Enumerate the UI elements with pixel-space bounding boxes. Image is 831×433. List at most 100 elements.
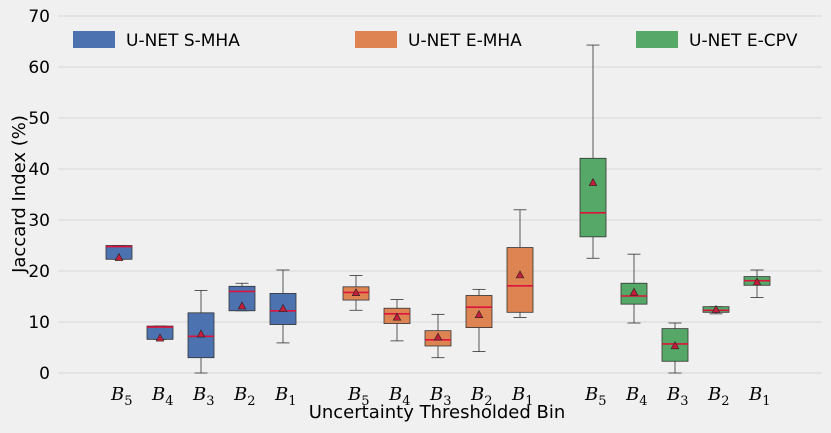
x-tick-label-sub: 4	[402, 394, 410, 409]
y-axis-label: Jaccard Index (%)	[9, 115, 30, 274]
x-tick-label-sub: 5	[124, 394, 132, 409]
x-tick-label: B2	[233, 384, 256, 409]
x-tick-label: B2	[707, 384, 730, 409]
box-2-2	[661, 322, 689, 374]
y-tick-label: 20	[28, 262, 50, 282]
box-iqr	[465, 295, 493, 329]
mean-marker	[474, 310, 484, 318]
legend-swatch	[636, 31, 678, 48]
x-tick-label: B4	[151, 384, 174, 409]
mean-marker	[351, 288, 361, 297]
series-u-net-e-mha	[342, 209, 534, 359]
box-1-2	[424, 313, 452, 359]
box-0-3	[228, 282, 256, 312]
x-tick-label: B4	[625, 384, 648, 409]
x-axis-ticks: B5 B4 B3 B2 B1 B5 B4 B3 B2 B1 B5 B4 B3 B2 B1	[110, 384, 771, 409]
x-tick-label: B4	[388, 384, 411, 409]
y-tick-label: 40	[28, 160, 50, 180]
x-tick-label-sub: 5	[598, 394, 606, 409]
box-iqr	[579, 157, 607, 238]
box-0-0	[105, 245, 133, 261]
mean-marker	[515, 270, 525, 279]
mean-marker	[711, 304, 721, 313]
y-tick-label: 30	[28, 211, 50, 231]
x-tick-label: B1	[748, 384, 771, 409]
x-tick-label-base: B	[511, 384, 525, 405]
x-tick-label-sub: 1	[525, 394, 533, 409]
x-tick-label-base: B	[347, 384, 361, 405]
legend-swatch	[73, 31, 115, 48]
x-tick-label-base: B	[274, 384, 288, 405]
mean-marker	[237, 301, 247, 310]
series-u-net-e-cpv	[579, 44, 771, 374]
y-tick-label: 50	[28, 109, 50, 129]
box-0-1	[146, 325, 174, 342]
box-2-1	[620, 253, 648, 324]
series-u-net-s-mha	[105, 245, 297, 374]
box-2-0	[579, 44, 607, 259]
x-tick-label-base: B	[470, 384, 484, 405]
y-tick-label: 60	[28, 58, 50, 78]
legend-item: U-NET S-MHA	[73, 31, 240, 51]
box-1-0	[342, 275, 370, 311]
x-tick-label-base: B	[388, 384, 402, 405]
x-tick-label-sub: 2	[484, 394, 492, 409]
y-tick-label: 10	[28, 313, 50, 333]
x-tick-label-base: B	[429, 384, 443, 405]
mean-marker	[278, 303, 288, 312]
box-2-3	[702, 304, 730, 315]
legend-label: U-NET E-CPV	[689, 31, 798, 51]
legend-item: U-NET E-CPV	[636, 31, 798, 51]
box-1-4	[506, 209, 534, 318]
x-tick-label-base: B	[666, 384, 680, 405]
x-tick-label-sub: 2	[721, 394, 729, 409]
mean-marker	[196, 329, 206, 338]
mean-marker	[433, 332, 443, 341]
boxes	[105, 44, 771, 374]
x-tick-label: B5	[584, 384, 607, 409]
legend-label: U-NET S-MHA	[126, 31, 240, 51]
x-tick-label-sub: 4	[639, 394, 647, 409]
x-tick-label-base: B	[707, 384, 721, 405]
x-tick-label: B5	[347, 384, 370, 409]
x-tick-label-base: B	[192, 384, 206, 405]
legend: U-NET S-MHA U-NET E-MHA U-NET E-CPV	[73, 31, 798, 51]
box-1-3	[465, 288, 493, 352]
x-tick-label-base: B	[110, 384, 124, 405]
grid-lines	[58, 15, 822, 374]
box-2-4	[743, 269, 771, 298]
x-tick-label-sub: 3	[206, 394, 214, 409]
legend-swatch	[355, 31, 397, 48]
x-tick-label-base: B	[625, 384, 639, 405]
box-0-2	[187, 289, 215, 374]
x-tick-label: B3	[666, 384, 689, 409]
x-tick-label: B2	[470, 384, 493, 409]
box-iqr	[506, 247, 534, 313]
mean-marker	[392, 312, 402, 321]
x-tick-label-sub: 4	[165, 394, 173, 409]
x-tick-label: B1	[511, 384, 534, 409]
y-tick-label: 70	[28, 7, 50, 27]
x-tick-label: B1	[274, 384, 297, 409]
legend-label: U-NET E-MHA	[408, 31, 522, 51]
x-tick-label-sub: 1	[762, 394, 770, 409]
y-tick-label: 0	[39, 364, 50, 384]
x-tick-label-sub: 2	[247, 394, 255, 409]
mean-marker	[155, 333, 165, 342]
mean-marker	[588, 177, 598, 186]
legend-item: U-NET E-MHA	[355, 31, 522, 51]
x-tick-label-sub: 3	[680, 394, 688, 409]
x-tick-label-base: B	[233, 384, 247, 405]
x-tick-label: B5	[110, 384, 133, 409]
x-tick-label-sub: 5	[361, 394, 369, 409]
mean-marker	[752, 277, 762, 286]
x-tick-label-sub: 3	[443, 394, 451, 409]
mean-marker	[670, 341, 680, 350]
mean-marker	[629, 287, 639, 296]
x-tick-label: B3	[429, 384, 452, 409]
x-tick-label-base: B	[151, 384, 165, 405]
x-tick-label: B3	[192, 384, 215, 409]
x-tick-label-sub: 1	[288, 394, 296, 409]
box-0-4	[269, 269, 297, 344]
